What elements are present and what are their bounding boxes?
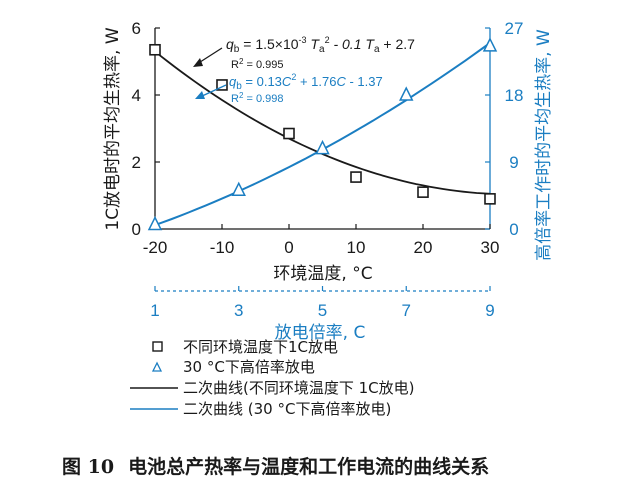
arrow-1-head	[193, 58, 203, 67]
left-tick-label: 0	[132, 220, 141, 239]
secondary-x-tick-label: 1	[150, 301, 159, 320]
tick-labels: 0 2 4 6 0 9 18 27 -20 -10 0 10 20 30 1 3 5 7 9	[132, 19, 524, 320]
eq2-c2: C	[336, 74, 346, 89]
bottom-tick-label: 30	[481, 238, 500, 257]
left-tick-label: 2	[132, 153, 141, 172]
triangle-marker	[482, 37, 498, 52]
arrow-2	[199, 84, 227, 98]
svg-text:qb = 0.13C2 + 1.76C - 1.37: qb = 0.13C2 + 1.76C - 1.37	[229, 72, 383, 92]
right-axis-title: 高倍率工作时的平均生热率, W	[534, 29, 554, 261]
triangle-marker	[147, 215, 163, 231]
annotation-arrows	[193, 47, 227, 99]
secondary-x-axis-title: 放电倍率, C	[275, 323, 366, 343]
r2-1: R2 = 0.995	[231, 57, 283, 71]
bottom-tick-label: 10	[347, 238, 366, 257]
eq1-ta: T	[307, 36, 321, 52]
secondary-x-tick-label: 5	[318, 301, 327, 320]
eq1-sq: 2	[325, 35, 330, 45]
eq2-c1: C	[282, 74, 292, 89]
svg-text:qb = 1.5×10-3 Ta2 - 0.1 Ta + 2: qb = 1.5×10-3 Ta2 - 0.1 Ta + 2.7	[226, 35, 415, 55]
secondary-x-tick-label: 7	[402, 301, 411, 320]
figure-caption-text: 电池总产热率与温度和工作电流的曲线关系	[128, 456, 490, 478]
curves	[154, 42, 491, 227]
legend: 不同环境温度下1C放电 30 °C下高倍率放电 二次曲线(不同环境温度下 1C放…	[130, 338, 415, 418]
eq1-exp: -3	[299, 35, 307, 45]
eq1-coef: = 1.5×10	[239, 36, 298, 52]
eq2-p2: + 1.76	[296, 74, 336, 89]
arrow-2-head	[195, 91, 205, 99]
tick-marks	[154, 27, 491, 291]
square-marker	[283, 127, 295, 140]
secondary-x-tick-label: 9	[485, 301, 494, 320]
left-tick-label: 6	[132, 19, 141, 38]
left-tick-label: 4	[132, 86, 141, 105]
eq1-end: + 2.7	[380, 36, 416, 52]
bottom-tick-label: -10	[210, 238, 235, 257]
right-tick-label: 9	[509, 153, 518, 172]
fit-curve-high-rate	[154, 42, 491, 227]
markers	[147, 37, 498, 231]
secondary-x-tick-label: 3	[234, 301, 243, 320]
square-marker	[149, 43, 161, 56]
legend-item-4: 二次曲线 (30 °C下高倍率放电)	[183, 400, 391, 418]
square-marker	[417, 186, 429, 198]
bottom-tick-label: 20	[414, 238, 433, 257]
left-axis-title: 1C放电时的平均生热率, W	[103, 27, 123, 230]
equation-1: qb = 1.5×10-3 Ta2 - 0.1 Ta + 2.7	[226, 35, 415, 55]
bottom-tick-label: 0	[284, 238, 293, 257]
eq1-sub-b: b	[234, 44, 240, 55]
legend-square-marker	[152, 341, 163, 352]
eq1-sub-a: a	[319, 44, 325, 55]
eq2-p1: = 0.13	[242, 74, 282, 89]
eq1-q: q	[226, 36, 234, 52]
legend-triangle-marker	[151, 361, 163, 372]
legend-item-2: 30 °C下高倍率放电	[183, 358, 315, 376]
eq1-sub-a2: a	[374, 44, 380, 55]
equation-2: qb = 0.13C2 + 1.76C - 1.37	[229, 72, 383, 92]
bottom-axis-title: 环境温度, °C	[273, 264, 372, 284]
eq1-mid: - 0.1 T	[330, 36, 376, 52]
right-tick-label: 27	[505, 19, 524, 38]
square-marker	[216, 79, 228, 91]
eq2-p3: - 1.37	[346, 74, 383, 89]
legend-item-3: 二次曲线(不同环境温度下 1C放电)	[183, 379, 415, 397]
square-marker	[484, 193, 496, 205]
figure-number: 图 10	[62, 456, 115, 478]
square-marker	[350, 171, 362, 183]
eq2-sub-b: b	[236, 81, 242, 92]
triangle-marker	[231, 181, 246, 197]
eq2-q: q	[229, 74, 237, 89]
fit-curve-1c	[154, 50, 491, 195]
triangle-marker	[315, 139, 330, 155]
triangle-marker	[399, 86, 414, 101]
right-tick-label: 0	[509, 220, 518, 239]
eq2-sq: 2	[291, 72, 296, 82]
figure-caption: 图 10 电池总产热率与温度和工作电流的曲线关系	[62, 452, 582, 479]
legend-item-1: 不同环境温度下1C放电	[183, 338, 338, 356]
r2-2: R2 = 0.998	[231, 91, 283, 105]
bottom-tick-label: -20	[143, 238, 168, 257]
right-tick-label: 18	[505, 86, 524, 105]
